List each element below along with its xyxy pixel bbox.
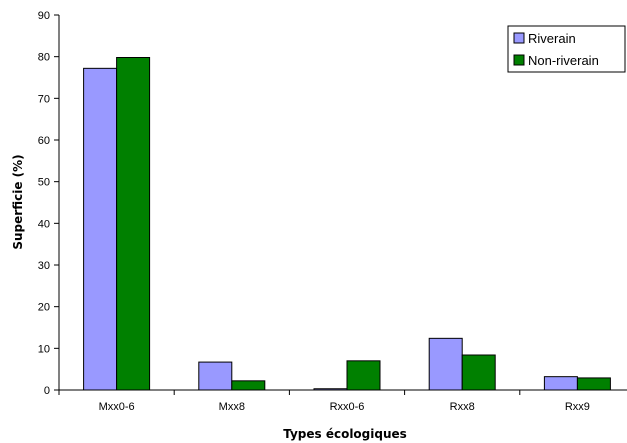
y-axis-title: Superficie (%) (11, 154, 25, 249)
y-tick-label: 50 (38, 177, 50, 189)
x-tick-label: Rxx0-6 (330, 401, 365, 413)
y-tick-label: 0 (44, 385, 50, 397)
bar-non-riverain-mxx0-6 (116, 57, 151, 391)
x-ticks-group: Mxx0-6 Mxx8 Rxx0-6 Rxx8 Rxx9 (58, 390, 590, 413)
legend-label-riverain: Riverain (528, 31, 576, 46)
legend-swatch-riverain (513, 32, 525, 44)
x-axis-title: Types écologiques (283, 427, 407, 441)
legend-label-non-riverain: Non-riverain (528, 53, 599, 68)
y-tick-label: 80 (38, 52, 50, 64)
legend-swatch-non-riverain (513, 54, 525, 66)
bar-riverain-rxx9 (543, 376, 578, 391)
x-tick-label: Rxx9 (565, 401, 590, 413)
y-ticks-group: 0 10 20 30 40 50 60 70 80 90 (38, 10, 59, 397)
legend-box (507, 25, 626, 73)
bar-riverain-mxx8 (198, 361, 233, 391)
bar-non-riverain-rxx8 (461, 354, 496, 391)
bar-non-riverain-rxx0-6 (346, 360, 381, 391)
y-tick-label: 30 (38, 260, 50, 272)
x-tick-label: Mxx8 (219, 401, 245, 413)
y-tick-label: 60 (38, 135, 50, 147)
bars-group (83, 57, 611, 391)
y-tick-label: 90 (38, 10, 50, 22)
y-tick-label: 20 (38, 302, 50, 314)
bar-riverain-mxx0-6 (83, 67, 118, 391)
y-tick-label: 70 (38, 93, 50, 105)
plot-area (59, 15, 627, 390)
y-tick-label: 10 (38, 343, 50, 355)
bar-non-riverain-mxx8 (231, 380, 266, 391)
bar-non-riverain-rxx9 (576, 377, 611, 391)
legend: Riverain Non-riverain (507, 25, 626, 73)
x-tick-label: Mxx0-6 (99, 401, 135, 413)
y-tick-label: 40 (38, 218, 50, 230)
x-tick-label: Rxx8 (450, 401, 475, 413)
bar-riverain-rxx8 (428, 337, 463, 391)
